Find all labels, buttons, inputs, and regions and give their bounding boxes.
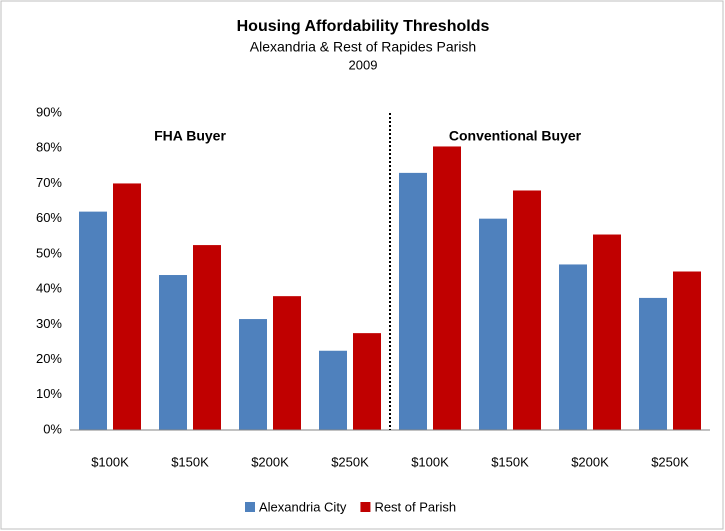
bar	[193, 245, 221, 430]
y-tick-label: 90%	[36, 104, 62, 119]
chart-title: Housing Affordability Thresholds	[237, 18, 490, 35]
bar	[513, 190, 541, 430]
y-tick-label: 20%	[36, 351, 62, 366]
chart-subtitle-year: 2009	[349, 57, 378, 72]
y-tick-label: 60%	[36, 210, 62, 225]
annotation: Conventional Buyer	[449, 128, 582, 144]
x-tick-label: $250K	[651, 454, 689, 469]
bar	[353, 333, 381, 430]
x-tick-label: $150K	[491, 454, 529, 469]
y-tick-label: 70%	[36, 175, 62, 190]
x-tick-label: $100K	[411, 454, 449, 469]
x-tick-label: $200K	[251, 454, 289, 469]
bar	[159, 275, 187, 430]
bar	[79, 211, 107, 430]
bar	[399, 172, 427, 430]
y-tick-label: 80%	[36, 140, 62, 155]
bar	[673, 271, 701, 430]
bar	[639, 297, 667, 430]
x-tick-label: $150K	[171, 454, 209, 469]
y-tick-label: 10%	[36, 386, 62, 401]
y-tick-label: 50%	[36, 245, 62, 260]
bar	[319, 350, 347, 430]
bar	[239, 319, 267, 430]
legend-label: Rest of Parish	[374, 499, 456, 514]
legend-swatch	[360, 502, 371, 512]
bar	[479, 218, 507, 430]
x-tick-label: $100K	[91, 454, 129, 469]
bar	[593, 234, 621, 430]
bar	[559, 264, 587, 430]
bar	[113, 183, 141, 430]
x-tick-label: $250K	[331, 454, 369, 469]
bar	[433, 146, 461, 430]
bar	[273, 296, 301, 430]
y-tick-label: 30%	[36, 316, 62, 331]
annotation: FHA Buyer	[154, 128, 226, 144]
y-tick-label: 40%	[36, 281, 62, 296]
chart-subtitle: Alexandria & Rest of Rapides Parish	[250, 39, 476, 55]
legend-label: Alexandria City	[259, 499, 347, 514]
y-tick-label: 0%	[43, 421, 62, 436]
x-tick-label: $200K	[571, 454, 609, 469]
legend-swatch	[245, 502, 255, 512]
